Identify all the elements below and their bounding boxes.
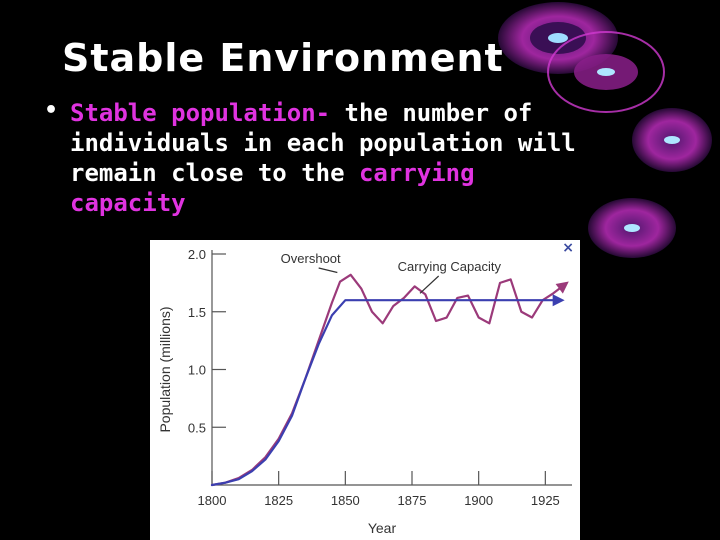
x-axis-label: Year: [368, 520, 397, 536]
series-arrow-2: [552, 294, 565, 307]
decor-burst-4: [588, 198, 676, 258]
x-tick-label: 1825: [264, 493, 293, 508]
x-tick-label: 1800: [198, 493, 227, 508]
decor-burst-2: [547, 31, 665, 113]
series-arrow-1: [555, 281, 569, 294]
x-tick-label: 1850: [331, 493, 360, 508]
x-tick-label: 1925: [531, 493, 560, 508]
bullet-text: Stable population- the number of individ…: [70, 98, 690, 218]
y-tick-label: 1.5: [188, 305, 206, 320]
annotation-overshoot: Overshoot: [281, 251, 341, 266]
annotation-overshoot-pointer: [318, 267, 338, 274]
x-tick-label: 1900: [464, 493, 493, 508]
decor-burst-1: [498, 2, 618, 74]
bullet-line3-highlight: carrying: [358, 159, 475, 187]
bullet-line3-plain: remain close to the: [70, 159, 359, 187]
series-line-2: [210, 299, 560, 487]
population-chart: 0.5 1.0 1.5 2.0 1800 1825 1850 1875 1900 1925 Year…: [157, 247, 572, 536]
decor-burst-3: [632, 108, 712, 172]
y-tick-label: 2.0: [188, 247, 206, 262]
close-icon[interactable]: ×: [562, 240, 574, 256]
bullet-line4-highlight: capacity: [70, 189, 186, 217]
bullet-line1-rest: the number of: [330, 99, 533, 127]
y-tick-label: 1.0: [188, 363, 206, 378]
y-tick-label: 0.5: [188, 420, 206, 435]
bullet-highlight: Stable population-: [70, 99, 331, 127]
y-axis-label: Population (millions): [157, 306, 173, 432]
bullet-marker: •: [44, 98, 59, 123]
bullet-line2: individuals in each population will: [70, 129, 576, 157]
x-tick-label: 1875: [398, 493, 427, 508]
annotation-carrying-capacity: Carrying Capacity: [398, 259, 502, 274]
annotation-capacity-pointer: [419, 275, 440, 294]
slide-title: Stable Environment: [62, 36, 504, 80]
population-chart-figure: × 0.5 1.0 1.5 2.0 1800 1825 1850 1875 1900 1925 Ye…: [150, 240, 580, 540]
series-line-1: [210, 273, 566, 487]
